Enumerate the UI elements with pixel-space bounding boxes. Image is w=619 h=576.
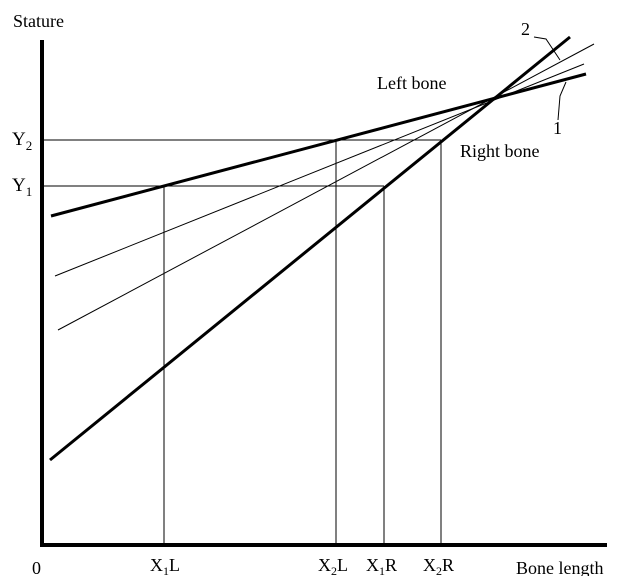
x2r-label: X2R — [423, 555, 454, 576]
y1-label: Y1 — [12, 175, 32, 199]
left-bone-label: Left bone — [377, 73, 446, 93]
x1r-label: X1R — [366, 555, 397, 576]
bone-lines — [49, 35, 587, 462]
x2l-label: X2L — [318, 555, 348, 576]
leader-line-2 — [533, 36, 561, 61]
right-bone-label: Right bone — [460, 141, 540, 161]
x-axis-label: Bone length — [516, 558, 604, 576]
reference-lines — [42, 139, 442, 545]
x1l-label: X1L — [150, 555, 180, 576]
y-axis-label: Stature — [13, 11, 64, 31]
line-2-label: 2 — [521, 19, 530, 39]
origin-label: 0 — [32, 558, 41, 576]
y2-label: Y2 — [12, 129, 32, 153]
intermediate-lines — [54, 43, 595, 331]
axes — [40, 40, 607, 547]
right-bone-line — [49, 35, 571, 462]
leader-line-1 — [557, 81, 567, 121]
regression-line-2-thin — [57, 43, 595, 331]
label-leaders — [533, 36, 567, 121]
line-1-label: 1 — [553, 118, 562, 138]
